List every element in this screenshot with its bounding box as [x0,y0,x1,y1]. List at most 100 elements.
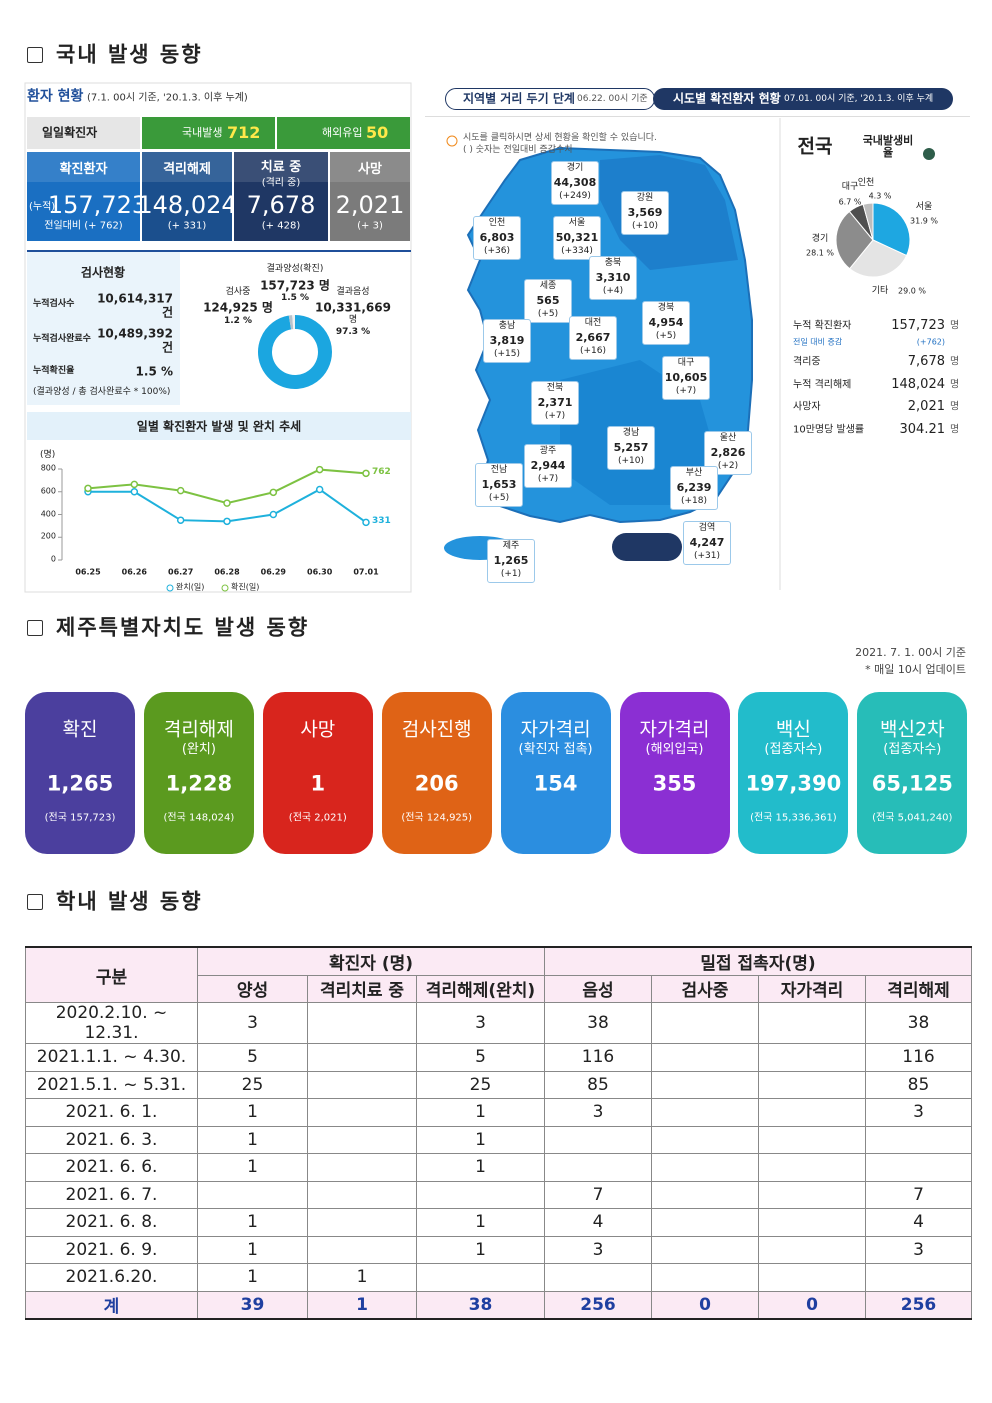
local-box [142,117,275,149]
table-cell [865,1153,972,1182]
table-cell: 1 [416,1098,545,1127]
local-value: 712 [227,123,261,143]
table-cell: 계 [25,1290,198,1320]
trend-point [362,518,370,527]
table-cell: 1 [197,1208,308,1237]
region-box[interactable] [473,216,521,260]
tests-label: 누적검사수 [33,299,75,310]
donut-label: 결과양성(확진) [266,264,324,275]
table-cell [651,1043,759,1072]
region-total: 5,257 [613,440,649,454]
donut-segment [258,315,332,389]
region-change: (+5) [655,331,677,342]
card-note: (전국 148,024) [163,812,235,824]
card-value: 65,125 [871,771,953,796]
region-change: (+16) [579,346,607,357]
tests-label: 누적확진율 [33,366,75,377]
region-box[interactable] [524,279,572,323]
table-cell [651,1070,759,1099]
table-row: 2021.1.1. ~ 4.30. 5 5 116 116 [25,1043,972,1072]
national-title: 전국 [797,135,833,158]
table-cell: 1 [416,1125,545,1154]
x-tick-label: 06.27 [168,567,194,577]
map-region-shade [600,155,738,270]
region-name: 경기 [566,163,584,174]
table-cell: 확진자 (명) [197,946,545,976]
region-name: 대전 [584,318,602,329]
status-note: (7.1. 00시 기준, '20.1.3. 이후 누계) [87,92,248,104]
summary-prefix: (누적) [29,201,56,213]
card-note: (전국 157,723) [44,812,116,824]
table-cell [651,1098,759,1127]
table-cell: 3 [416,1002,545,1044]
region-box[interactable] [487,539,535,583]
region-name: 세종 [539,281,557,292]
table-cell: 2021.6.20. [25,1263,198,1292]
table-cell: 1 [197,1153,308,1182]
region-name: 전북 [546,383,564,394]
region-total: 2,944 [530,458,566,472]
stat-unit: 명 [950,356,960,368]
stat-label: 격리중 [793,356,821,368]
table-cell [758,1208,866,1237]
region-name: 검역 [698,523,716,534]
stat-unit: 명 [950,401,960,413]
table-cell [307,1208,417,1237]
region-box[interactable] [553,216,601,260]
table-cell [758,1070,866,1099]
table-cell [197,1180,308,1209]
stat-label: 전일 대비 증감 [793,337,843,347]
y-tick-label: 600 [40,486,56,496]
stat-value: 148,024 [891,376,945,392]
table-cell [651,1180,759,1209]
table-cell: 0 [651,1290,759,1320]
region-box[interactable] [569,316,617,360]
region-box[interactable] [589,256,637,300]
table-cell: 1 [197,1235,308,1264]
summary-change: 전일대비 (+ 762) [44,220,123,232]
region-name: 충북 [604,258,622,269]
stat-unit: 명 [950,424,960,436]
region-box[interactable] [662,356,710,400]
table-cell [758,1098,866,1127]
trend-point [84,484,92,493]
pie-label: 6.7 % [838,197,862,207]
region-box[interactable] [531,381,579,425]
table-cell: 85 [544,1070,652,1099]
card [143,692,254,854]
region-total: 3,569 [627,205,663,219]
region-box[interactable] [483,319,531,363]
region-box[interactable] [670,466,718,510]
pie-slice [862,202,874,241]
region-box[interactable] [524,444,572,488]
pie-title: 국내발생비율 [862,133,914,159]
table-row: 2021. 6. 1. 1 1 3 3 [25,1098,972,1127]
table-row: 2021. 6. 9. 1 1 3 3 [25,1235,972,1264]
region-change: (+18) [680,496,708,507]
table-cell [416,1263,545,1292]
region-total: 3,310 [595,270,631,284]
table-cell [865,1125,972,1154]
region-name: 울산 [719,433,737,444]
trend-point [269,510,278,519]
table-cell: 1 [416,1208,545,1237]
table-cell: 3 [865,1235,972,1264]
trend-point [176,516,185,524]
quarantine-pill [612,533,682,561]
stat-value: (+762) [916,337,945,347]
trend-title: 일별 확진환자 발생 및 완치 추세 [136,419,302,434]
region-box[interactable] [607,426,655,470]
rule [27,250,411,252]
region-box[interactable] [475,463,523,507]
import-label: 해외유입 [322,125,363,139]
region-box[interactable] [642,301,690,345]
map-info: 시도를 클릭하시면 상세 현황을 확인할 수 있습니다. [463,133,657,144]
region-box[interactable] [621,191,669,235]
donut-percent: 97.3 % [335,327,371,338]
summary-change: (+ 331) [167,220,207,232]
card-label: 백신2차 [880,718,945,741]
donut-percent: 1.2 % [223,316,253,327]
region-box[interactable] [683,521,731,565]
region-box[interactable] [551,161,599,205]
